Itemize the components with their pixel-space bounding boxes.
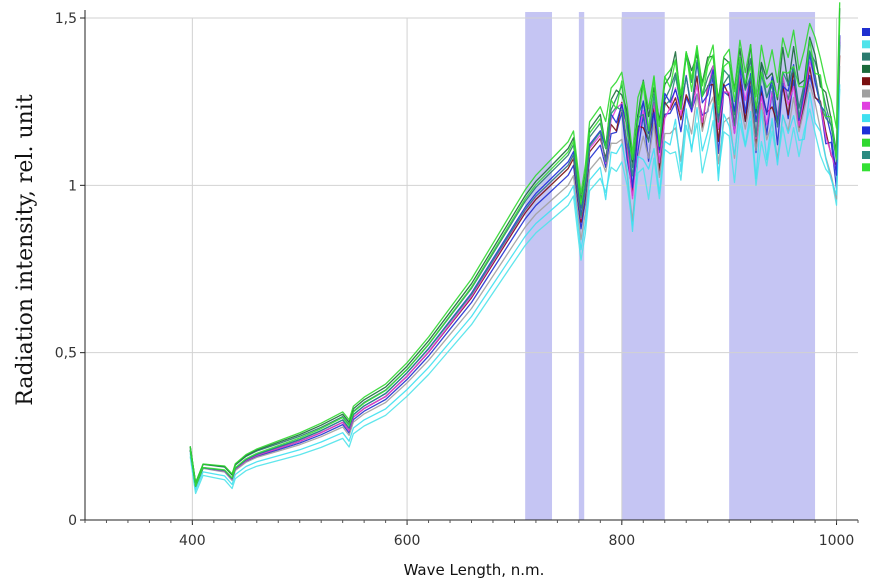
highlight-band-3 xyxy=(621,12,665,520)
series-line-8 xyxy=(189,84,841,491)
y-tick-label-1: 0 xyxy=(68,513,77,529)
y-tick-label-2: 0,5 xyxy=(55,346,77,362)
legend-swatch-4 xyxy=(862,64,870,73)
series-line-12 xyxy=(189,18,841,487)
legend xyxy=(862,28,870,172)
series-line-10 xyxy=(189,2,841,484)
legend-swatch-5 xyxy=(862,77,870,86)
axes xyxy=(80,10,859,525)
highlight-band-2 xyxy=(578,12,585,520)
legend-swatch-2 xyxy=(862,40,870,49)
x-axis-label: Wave Length, n.m. xyxy=(404,561,545,579)
legend-swatch-1 xyxy=(862,28,870,36)
x-tick-label-4: 1000 xyxy=(819,533,855,549)
legend-swatch-10 xyxy=(862,138,870,147)
legend-swatch-9 xyxy=(862,126,870,135)
y-axis-label: Radiation intensity, rel. unit xyxy=(13,94,38,406)
legend-swatch-11 xyxy=(862,151,870,159)
series-line-11 xyxy=(189,44,841,488)
y-tick-labels: 0 0,5 1 1,5 xyxy=(55,11,77,529)
x-tick-labels: 400 600 800 1000 xyxy=(179,533,854,549)
x-tick-label-3: 800 xyxy=(608,533,635,549)
legend-swatch-3 xyxy=(862,52,870,61)
legend-swatch-8 xyxy=(862,114,870,123)
highlight-band-1 xyxy=(525,12,553,520)
legend-swatch-7 xyxy=(862,101,870,110)
series-lines xyxy=(189,2,841,495)
legend-swatch-12 xyxy=(862,163,870,172)
legend-swatch-6 xyxy=(862,89,870,98)
series-line-4 xyxy=(189,8,841,484)
x-tick-label-2: 600 xyxy=(394,533,421,549)
x-tick-label-1: 400 xyxy=(179,533,206,549)
y-tick-label-4: 1,5 xyxy=(55,11,77,27)
series-line-7 xyxy=(189,36,841,488)
y-tick-label-3: 1 xyxy=(68,178,77,194)
